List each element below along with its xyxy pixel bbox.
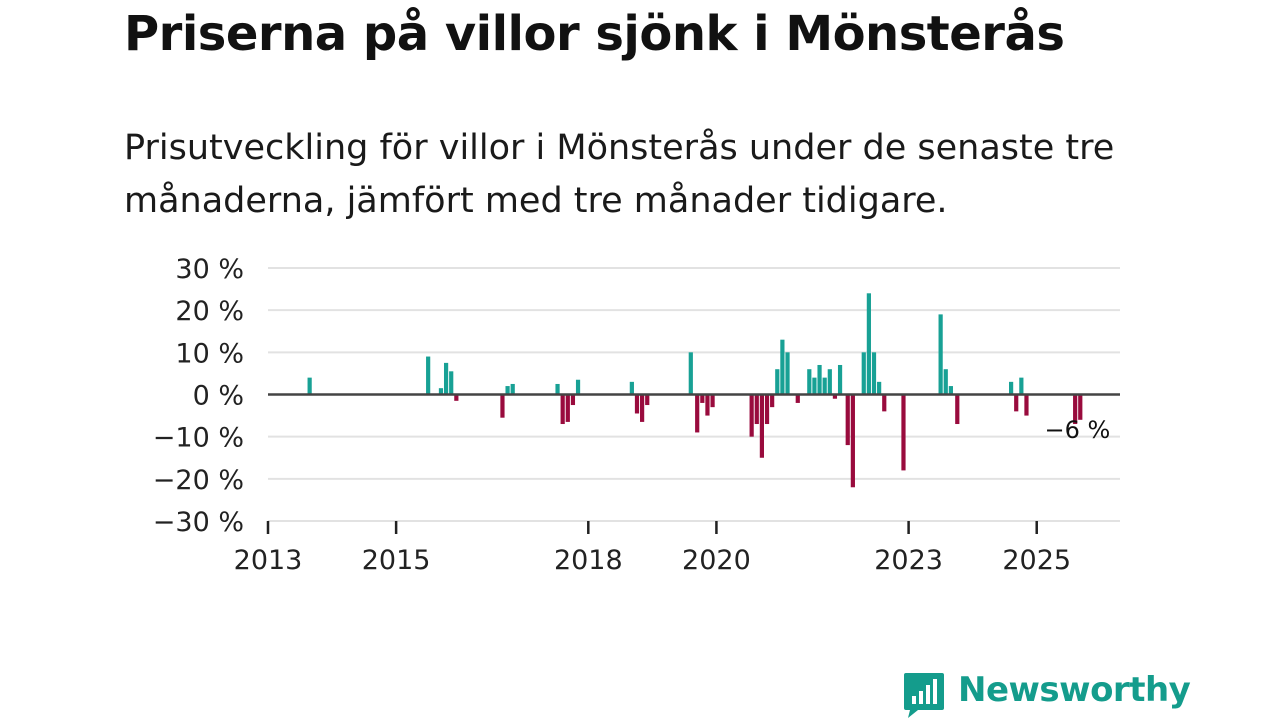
y-tick-label: 10 % [175,338,244,369]
bar [570,394,576,406]
y-tick-label: −20 % [153,465,244,496]
bar [866,293,871,395]
bar [634,394,640,414]
bar [426,356,431,395]
bar [837,364,843,395]
chart-subtitle: Prisutveckling för villor i Mönsterås un… [124,128,1115,221]
bar [817,364,822,395]
bar [775,369,780,395]
bar [759,394,764,458]
bar [795,394,800,403]
bar [1073,394,1078,425]
y-tick-label: 30 % [175,254,244,285]
bar-series [268,293,1120,488]
bar [812,377,817,395]
bar [882,394,887,412]
bar [710,394,715,408]
bar [901,394,906,471]
bar [695,394,700,433]
bar [307,377,312,395]
bar [943,369,948,395]
bar [780,339,785,395]
bar [1009,381,1014,395]
bar [438,388,444,395]
bar [449,371,454,395]
bar [832,394,838,399]
x-tick-label: 2025 [1002,545,1071,576]
bar [749,394,754,437]
bar [505,386,510,395]
y-tick-label: −30 % [153,507,244,538]
bar [645,394,650,406]
bar [640,394,645,422]
bar-chart-speech-bubble-icon [904,673,944,718]
bar [785,352,790,395]
bar [500,394,505,418]
x-tick-label: 2013 [234,545,303,576]
bar [877,381,882,395]
bar [1078,394,1083,420]
bar [871,352,877,395]
bar [688,352,693,395]
annotations: −6 % [1044,416,1110,444]
x-tick-label: 2020 [682,545,751,576]
bar [705,394,710,416]
bar [510,383,515,395]
bar [850,394,855,488]
y-tick-label: −10 % [153,423,244,454]
bar [1024,394,1029,416]
price-change-bar-chart: 30 %20 %10 %0 %−10 %−20 %−30 % 2013 2015 2… [153,254,1120,576]
bar [822,377,827,395]
y-axis: 30 % 20 % 10 % 0 % −10 % −20 % −30 % [153,254,244,538]
bar [807,369,812,395]
bar [629,381,634,395]
x-tick-label: 2015 [362,545,431,576]
bar [1014,394,1019,412]
last-value-label: −6 % [1044,416,1110,444]
bar [560,394,565,425]
bar [1019,377,1024,395]
bar [770,394,775,408]
y-tick-label: 0 % [193,381,244,412]
bar [955,394,960,425]
x-tick-label: 2023 [874,545,943,576]
bar [575,379,581,395]
bar [700,394,705,403]
bar [443,362,449,395]
bar [764,394,770,425]
bar [454,394,459,401]
bar [948,386,953,395]
bar [565,394,570,422]
bar [754,394,759,425]
x-tick-label: 2018 [554,545,623,576]
x-axis: 2013 2015 2018 2020 2023 2025 [234,520,1120,576]
bar [845,394,850,446]
y-tick-label: 20 % [175,296,244,327]
chart-title: Priserna på villor sjönk i Mönsterås [124,6,1065,62]
bar [861,352,866,395]
bar [555,383,560,395]
brand-name: Newsworthy [958,670,1191,710]
bar [938,314,943,395]
bar [827,369,832,395]
